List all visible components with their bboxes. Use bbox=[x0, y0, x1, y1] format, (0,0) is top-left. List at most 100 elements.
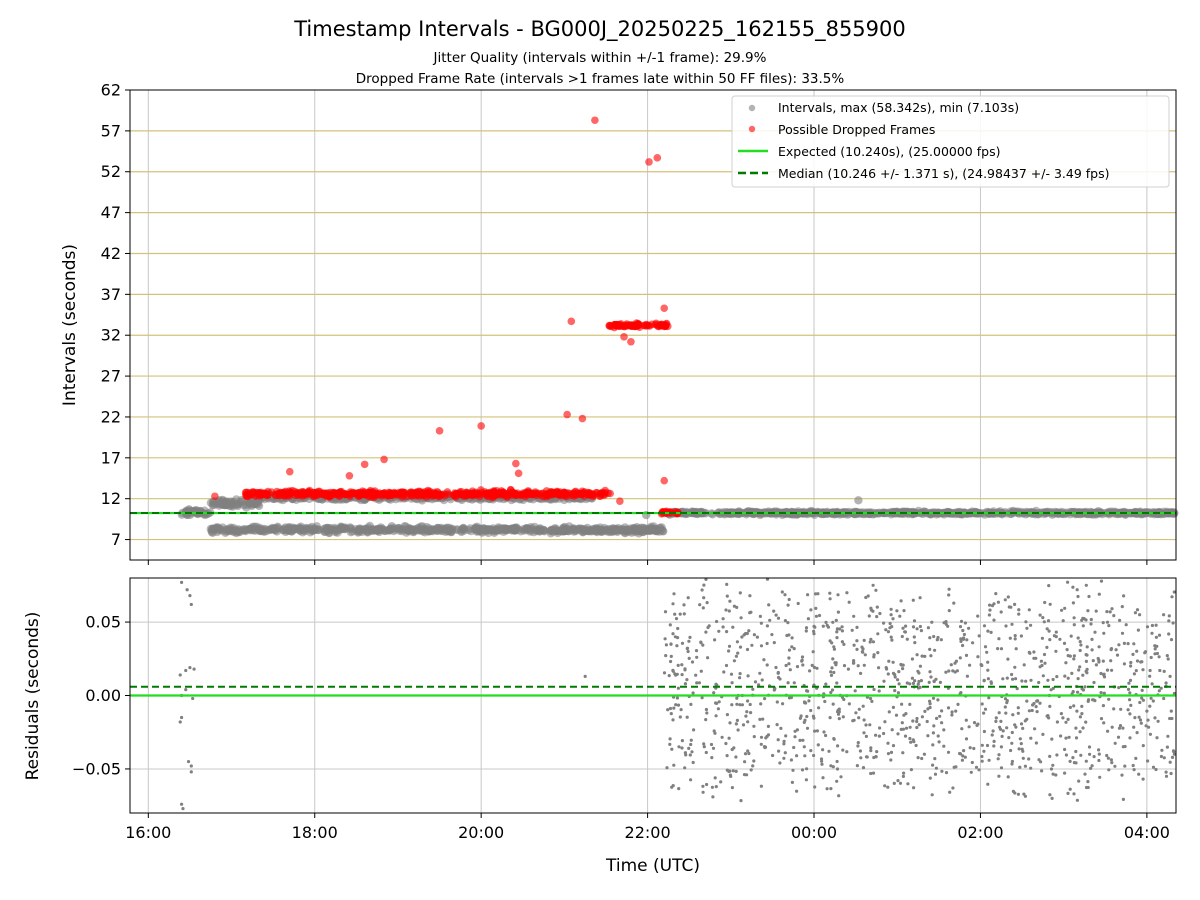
residual-point bbox=[1054, 649, 1058, 653]
residual-point bbox=[714, 714, 718, 718]
residual-point bbox=[793, 735, 797, 739]
residual-point bbox=[743, 752, 748, 756]
residual-point bbox=[735, 605, 739, 610]
residual-point bbox=[669, 659, 673, 664]
residual-point bbox=[683, 766, 687, 770]
interval-point bbox=[854, 496, 863, 505]
residual-point bbox=[689, 702, 693, 707]
residual-point bbox=[905, 681, 909, 685]
residual-point bbox=[1121, 726, 1125, 730]
residual-point bbox=[705, 601, 709, 605]
residual-point bbox=[179, 802, 184, 806]
residual-point bbox=[1154, 623, 1158, 627]
residual-point bbox=[724, 741, 728, 746]
residual-point bbox=[803, 718, 807, 722]
residual-point bbox=[1075, 709, 1079, 713]
residual-point bbox=[795, 665, 800, 669]
residual-point bbox=[702, 745, 706, 749]
residual-point bbox=[1019, 722, 1024, 726]
residual-point bbox=[668, 742, 672, 747]
dropped-frame-point bbox=[617, 320, 625, 328]
dropped-frame-point bbox=[360, 490, 368, 498]
residual-point bbox=[685, 715, 689, 719]
interval-point bbox=[290, 524, 299, 534]
residual-point bbox=[1168, 674, 1172, 679]
residual-point bbox=[832, 647, 837, 651]
residual-point bbox=[912, 635, 916, 639]
residual-point bbox=[1066, 654, 1070, 658]
residual-point bbox=[675, 696, 680, 700]
residual-point bbox=[749, 768, 753, 772]
residual-point bbox=[783, 593, 787, 597]
residual-point bbox=[893, 675, 897, 679]
residual-point bbox=[803, 754, 807, 758]
residual-point bbox=[886, 752, 891, 756]
residual-point bbox=[682, 612, 686, 616]
residual-point bbox=[669, 654, 673, 659]
residual-point bbox=[928, 702, 932, 706]
residual-point bbox=[1153, 652, 1157, 656]
interval-point bbox=[278, 525, 288, 535]
residual-point bbox=[1109, 758, 1113, 762]
residual-point bbox=[963, 621, 968, 625]
residual-point bbox=[1071, 756, 1075, 760]
interval-point bbox=[610, 526, 620, 535]
residual-point bbox=[790, 780, 795, 785]
residual-point bbox=[828, 716, 832, 720]
residual-point bbox=[720, 735, 724, 739]
residual-point bbox=[1025, 626, 1029, 630]
residual-point bbox=[787, 662, 791, 666]
residual-point bbox=[686, 649, 690, 654]
residual-point bbox=[734, 722, 739, 726]
dropped-frame-point bbox=[211, 492, 219, 501]
top-y-tick-label: 22 bbox=[101, 407, 121, 426]
residual-point bbox=[671, 669, 675, 673]
residual-point bbox=[1007, 605, 1011, 609]
residual-point bbox=[1128, 678, 1133, 683]
residual-point bbox=[784, 734, 788, 738]
residual-point bbox=[806, 689, 810, 693]
residual-point bbox=[1004, 624, 1008, 628]
residual-point bbox=[987, 696, 991, 700]
residual-point bbox=[986, 668, 990, 672]
residual-point bbox=[891, 660, 895, 664]
residual-point bbox=[936, 698, 940, 702]
residual-point bbox=[787, 696, 792, 700]
residual-point bbox=[958, 625, 963, 629]
residual-point bbox=[759, 644, 764, 648]
residual-point bbox=[790, 645, 794, 649]
residual-point bbox=[911, 719, 915, 723]
residual-point bbox=[935, 716, 939, 721]
interval-point bbox=[363, 528, 372, 537]
residual-point bbox=[704, 718, 708, 722]
residual-point bbox=[982, 624, 987, 628]
residual-point bbox=[1006, 595, 1010, 599]
residual-point bbox=[940, 769, 944, 773]
residual-point bbox=[996, 647, 1000, 651]
residual-point bbox=[839, 775, 843, 779]
residual-point bbox=[908, 702, 912, 707]
residual-point bbox=[1063, 771, 1067, 775]
residual-point bbox=[685, 646, 690, 650]
residual-point bbox=[1153, 644, 1157, 648]
residual-point bbox=[967, 725, 971, 729]
residual-point bbox=[787, 633, 791, 637]
residual-point bbox=[862, 731, 866, 735]
residual-point bbox=[878, 611, 882, 616]
residual-point bbox=[740, 703, 745, 707]
residual-point bbox=[944, 670, 948, 674]
residual-point bbox=[809, 749, 813, 753]
dropped-frame-point bbox=[395, 490, 404, 499]
residual-point bbox=[954, 765, 958, 769]
residual-point bbox=[1068, 787, 1072, 791]
residual-point bbox=[787, 597, 791, 602]
top-y-tick-label: 32 bbox=[101, 326, 121, 345]
dropped-frame-point bbox=[305, 486, 314, 495]
residual-point bbox=[868, 696, 873, 701]
residual-point bbox=[1010, 622, 1014, 626]
residual-point bbox=[830, 688, 835, 692]
residual-point bbox=[1013, 791, 1017, 795]
residual-point bbox=[965, 674, 970, 678]
interval-point bbox=[631, 528, 640, 537]
residual-point bbox=[1021, 726, 1025, 731]
